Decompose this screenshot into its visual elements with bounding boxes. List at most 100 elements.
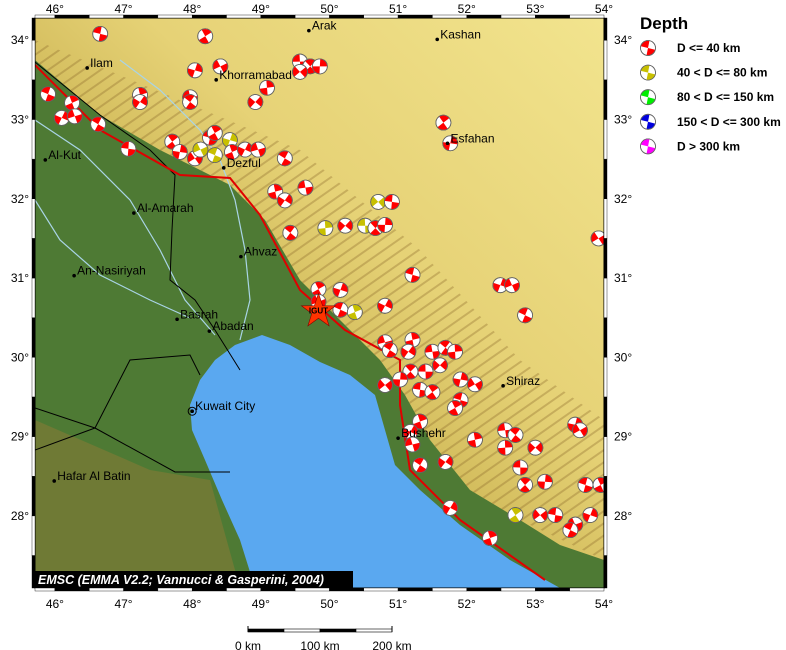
city-label: Khorramabad — [219, 68, 292, 82]
focal-mechanism-beachball — [532, 507, 549, 523]
legend-beachball-icon — [640, 40, 656, 56]
lat-tick-label: 30° — [11, 350, 29, 364]
lon-tick-label: 49° — [252, 597, 270, 611]
lon-tick-label: 50° — [320, 597, 338, 611]
city-label: Kashan — [440, 27, 481, 41]
city-marker: Khorramabad — [214, 68, 292, 82]
focal-mechanism-beachball — [381, 342, 398, 359]
scale-segment — [247, 628, 285, 633]
lat-tick-label-right: 33° — [614, 112, 632, 126]
station-label: IGUT — [309, 306, 328, 315]
legend-beachball-icon — [640, 89, 656, 106]
lat-tick-label: 32° — [11, 192, 29, 206]
city-label: Abadan — [212, 319, 253, 333]
city-marker: Arak — [307, 19, 338, 33]
focal-mechanism-beachball — [504, 277, 520, 294]
focal-mechanism-beachball — [212, 58, 229, 75]
station-igut[interactable]: IGUT — [300, 292, 337, 327]
city-label: Al-Amarah — [137, 201, 194, 215]
lon-tick-label-top: 49° — [252, 2, 270, 16]
legend-label: 150 < D <= 300 km — [677, 115, 781, 129]
cities: Arak Kashan Ilam Khorramabad Al-Kut Dezful Esf… — [43, 19, 540, 483]
focal-mechanism-beachball — [64, 94, 80, 111]
focal-mechanism-beachball — [259, 79, 275, 96]
city-marker: Al-Kut — [43, 148, 82, 162]
city-marker: An-Nasiriyah — [72, 264, 146, 278]
lon-tick-label-top: 50° — [320, 2, 338, 16]
focal-mechanism-beachball — [572, 422, 588, 439]
focal-mechanism-beachball — [92, 25, 109, 42]
focal-mechanism-beachball — [132, 94, 148, 110]
lon-tick-label-top: 54° — [595, 2, 613, 16]
lat-tick-label-right: 31° — [614, 271, 632, 285]
city-marker: Bushehr — [396, 426, 446, 440]
focal-mechanism-beachball — [412, 457, 428, 474]
focal-mechanism-beachball — [404, 436, 421, 453]
focal-mechanism-beachball — [171, 144, 188, 160]
focal-mechanism-beachball — [547, 507, 564, 523]
focal-mechanism-beachball — [392, 371, 409, 388]
lat-tick-label: 29° — [11, 430, 29, 444]
legend-beachball-icon — [640, 64, 656, 81]
focal-mechanism-beachball — [404, 331, 421, 348]
city-label: Esfahan — [451, 131, 495, 145]
city-marker: Esfahan — [445, 131, 495, 145]
focal-mechanism-beachball — [537, 473, 553, 490]
focal-mechanism-beachball — [527, 439, 544, 456]
city-label: Ilam — [90, 56, 113, 70]
lon-tick-label-top: 51° — [389, 2, 407, 16]
focal-mechanism-beachball — [424, 384, 441, 401]
lon-tick-label: 48° — [183, 597, 201, 611]
scale-bar: 0 km 100 km 200 km — [235, 626, 412, 650]
depth-legend: Depth D <= 40 km 40 < D <= 80 km 80 < D <= … — [640, 14, 781, 155]
focal-mechanism-beachball — [442, 135, 459, 152]
river — [35, 199, 191, 319]
focal-mechanism-beachball — [562, 522, 579, 539]
focal-mechanism-beachball — [182, 94, 199, 110]
persian-gulf — [190, 335, 560, 588]
credit-background — [35, 571, 353, 588]
lat-tick-label: 31° — [11, 271, 29, 285]
legend-label: D <= 40 km — [677, 41, 740, 55]
city-marker: Al-Amarah — [132, 201, 194, 215]
city-label: An-Nasiriyah — [77, 264, 146, 278]
city-label: Al-Kut — [48, 148, 81, 162]
focal-mechanism-beachball — [435, 114, 452, 131]
city-label: Ahvaz — [244, 245, 277, 259]
legend-beachball-icon — [640, 113, 656, 130]
focal-mechanism-beachball — [412, 381, 428, 398]
focal-mechanism-beachball — [197, 28, 214, 45]
lon-tick-label-top: 52° — [458, 2, 476, 16]
lat-tick-label-right: 28° — [614, 509, 632, 523]
scale-segment — [283, 628, 321, 633]
focal-mechanism-beachball — [467, 376, 483, 393]
city-label: Basrah — [180, 307, 218, 321]
city-label: Kuwait City — [195, 399, 255, 413]
lon-tick-label: 51° — [389, 597, 407, 611]
focal-mechanism-beachball — [206, 125, 223, 141]
focal-mechanism-beachball — [247, 94, 264, 110]
lon-tick-label: 46° — [46, 597, 64, 611]
focal-mechanism-beachball — [492, 277, 509, 294]
focal-mechanism-beachball — [346, 304, 363, 321]
focal-mechanism-beachball — [311, 58, 328, 75]
river — [219, 159, 251, 341]
lat-tick-label: 28° — [11, 509, 29, 523]
focal-mechanism-beachball — [276, 192, 293, 209]
lat-tick-label-right: 32° — [614, 192, 632, 206]
focal-mechanism-beachball — [187, 62, 203, 79]
city-marker: Basrah — [175, 307, 218, 321]
focal-mechanism-beachball — [310, 281, 327, 298]
scale-segment — [319, 628, 357, 633]
lon-tick-label-top: 47° — [114, 2, 132, 16]
country-border — [35, 427, 96, 451]
lon-tick-label: 52° — [458, 597, 476, 611]
legend-label: 80 < D <= 150 km — [677, 90, 774, 104]
zagros-ridges — [35, 40, 604, 560]
legend-beachball-icon — [640, 138, 656, 155]
lat-tick-label-right: 30° — [614, 350, 632, 364]
focal-mechanism-beachball — [517, 307, 533, 324]
focal-mechanism-beachball — [90, 116, 107, 133]
scale-label: 100 km — [300, 639, 339, 650]
